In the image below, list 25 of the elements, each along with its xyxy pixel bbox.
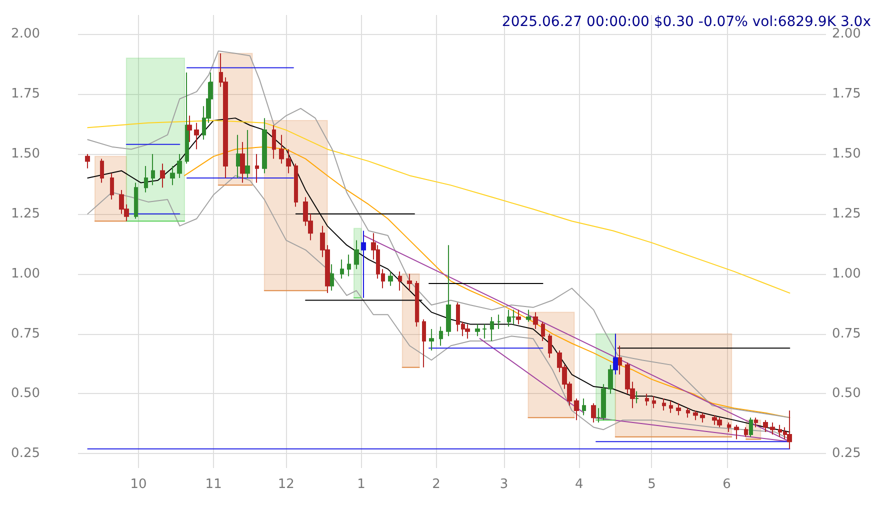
x-tick-label: 1 <box>357 477 366 492</box>
y-tick-label: 2.00 <box>11 26 40 42</box>
y2-tick-label: 1.00 <box>832 266 861 282</box>
y2-tick-label: 1.25 <box>832 206 861 222</box>
y-tick-label: 1.50 <box>11 146 40 162</box>
y2-tick-label: 1.50 <box>832 146 861 162</box>
y-tick-label: 1.00 <box>11 266 40 282</box>
x-tick-label: 2 <box>432 477 440 492</box>
y2-tick-label: 0.75 <box>832 326 861 342</box>
x-tick-label: 10 <box>130 477 147 492</box>
y2-tick-label: 2.00 <box>832 26 861 42</box>
y-tick-label: 0.75 <box>11 326 40 342</box>
x-tick-label: 5 <box>648 477 656 492</box>
x-tick-label: 12 <box>278 477 294 492</box>
x-tick-label: 6 <box>722 477 731 492</box>
y-tick-label: 0.25 <box>11 446 40 462</box>
y-tick-label: 1.25 <box>11 206 40 222</box>
x-tick-label: 3 <box>500 477 508 492</box>
y2-tick-label: 0.25 <box>832 446 861 462</box>
y-tick-label: 0.50 <box>11 386 40 402</box>
y2-tick-label: 1.75 <box>832 86 861 102</box>
y-tick-label: 1.75 <box>11 86 40 102</box>
x-tick-label: 11 <box>205 477 222 492</box>
y2-tick-label: 0.50 <box>832 386 861 402</box>
x-tick-label: 4 <box>574 477 584 492</box>
